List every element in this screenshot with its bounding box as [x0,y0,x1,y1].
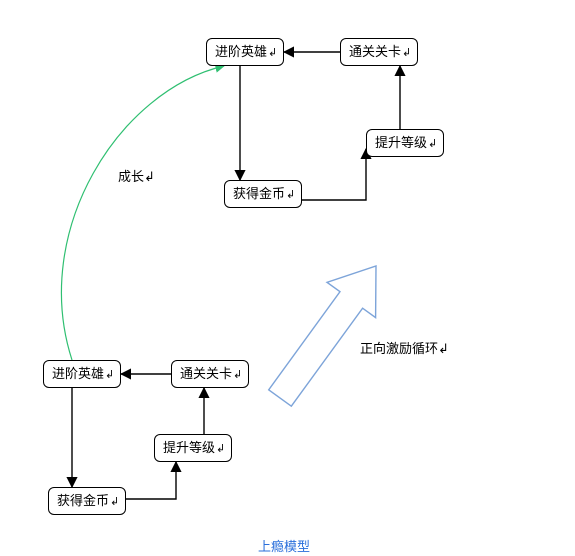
node-bot-clear-level: 通关关卡↲ [171,360,249,388]
return-glyph: ↲ [216,443,225,455]
edge-top-gold-to-levelup [302,149,366,200]
return-glyph: ↲ [428,138,437,150]
node-top-advance-hero: 进阶英雄↲ [206,38,284,66]
big-block-arrow [269,266,376,406]
node-bot-level-up: 提升等级↲ [154,434,232,462]
return-glyph: ↲ [144,169,155,184]
node-label: 通关关卡 [349,44,401,59]
return-glyph: ↲ [110,496,119,508]
return-glyph: ↲ [105,369,114,381]
return-glyph: ↲ [286,189,295,201]
caption-link[interactable]: 上瘾模型 [258,536,310,555]
edge-growth-curve [61,66,224,360]
node-label: 通关关卡 [180,366,232,381]
label-text: 正向激励循环 [360,341,438,356]
return-glyph: ↲ [233,369,242,381]
label-text: 成长 [118,169,144,184]
label-growth: 成长↲ [118,166,155,185]
return-glyph: ↲ [268,47,277,59]
node-bot-advance-hero: 进阶英雄↲ [43,360,121,388]
node-label: 进阶英雄 [215,44,267,59]
node-label: 提升等级 [163,440,215,455]
node-label: 获得金币 [57,493,109,508]
node-bot-get-gold: 获得金币↲ [48,487,126,515]
node-top-get-gold: 获得金币↲ [224,180,302,208]
node-top-clear-level: 通关关卡↲ [340,38,418,66]
connectors-layer [0,0,575,556]
node-top-level-up: 提升等级↲ [366,129,444,157]
label-positive-loop: 正向激励循环↲ [360,338,449,357]
return-glyph: ↲ [438,341,449,356]
return-glyph: ↲ [402,47,411,59]
node-label: 提升等级 [375,135,427,150]
node-label: 获得金币 [233,186,285,201]
edge-bot-gold-to-levelup [126,462,176,499]
node-label: 进阶英雄 [52,366,104,381]
